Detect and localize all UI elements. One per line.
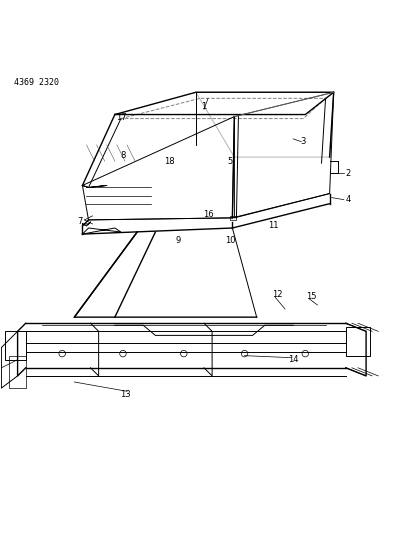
Text: 11: 11 [268,222,278,230]
Text: 1: 1 [202,102,206,111]
Text: 8: 8 [120,150,126,159]
Text: 4: 4 [345,195,350,204]
Text: 3: 3 [301,137,306,146]
Text: 7: 7 [78,217,83,227]
Bar [9,356,26,388]
Text: 4369 2320: 4369 2320 [13,78,58,87]
Text: 12: 12 [272,290,282,300]
Text: 18: 18 [164,157,175,166]
Text: 9: 9 [175,236,180,245]
Text: 15: 15 [306,293,317,301]
Bar [5,332,26,360]
Text: 2: 2 [345,169,350,178]
Text: 17: 17 [115,113,126,122]
Text: 10: 10 [225,236,235,245]
Text: 13: 13 [120,390,130,399]
Text: 5: 5 [228,157,233,166]
Bar [346,327,370,356]
Text: 16: 16 [203,210,213,219]
Text: 14: 14 [288,355,298,364]
Bar [231,216,236,220]
